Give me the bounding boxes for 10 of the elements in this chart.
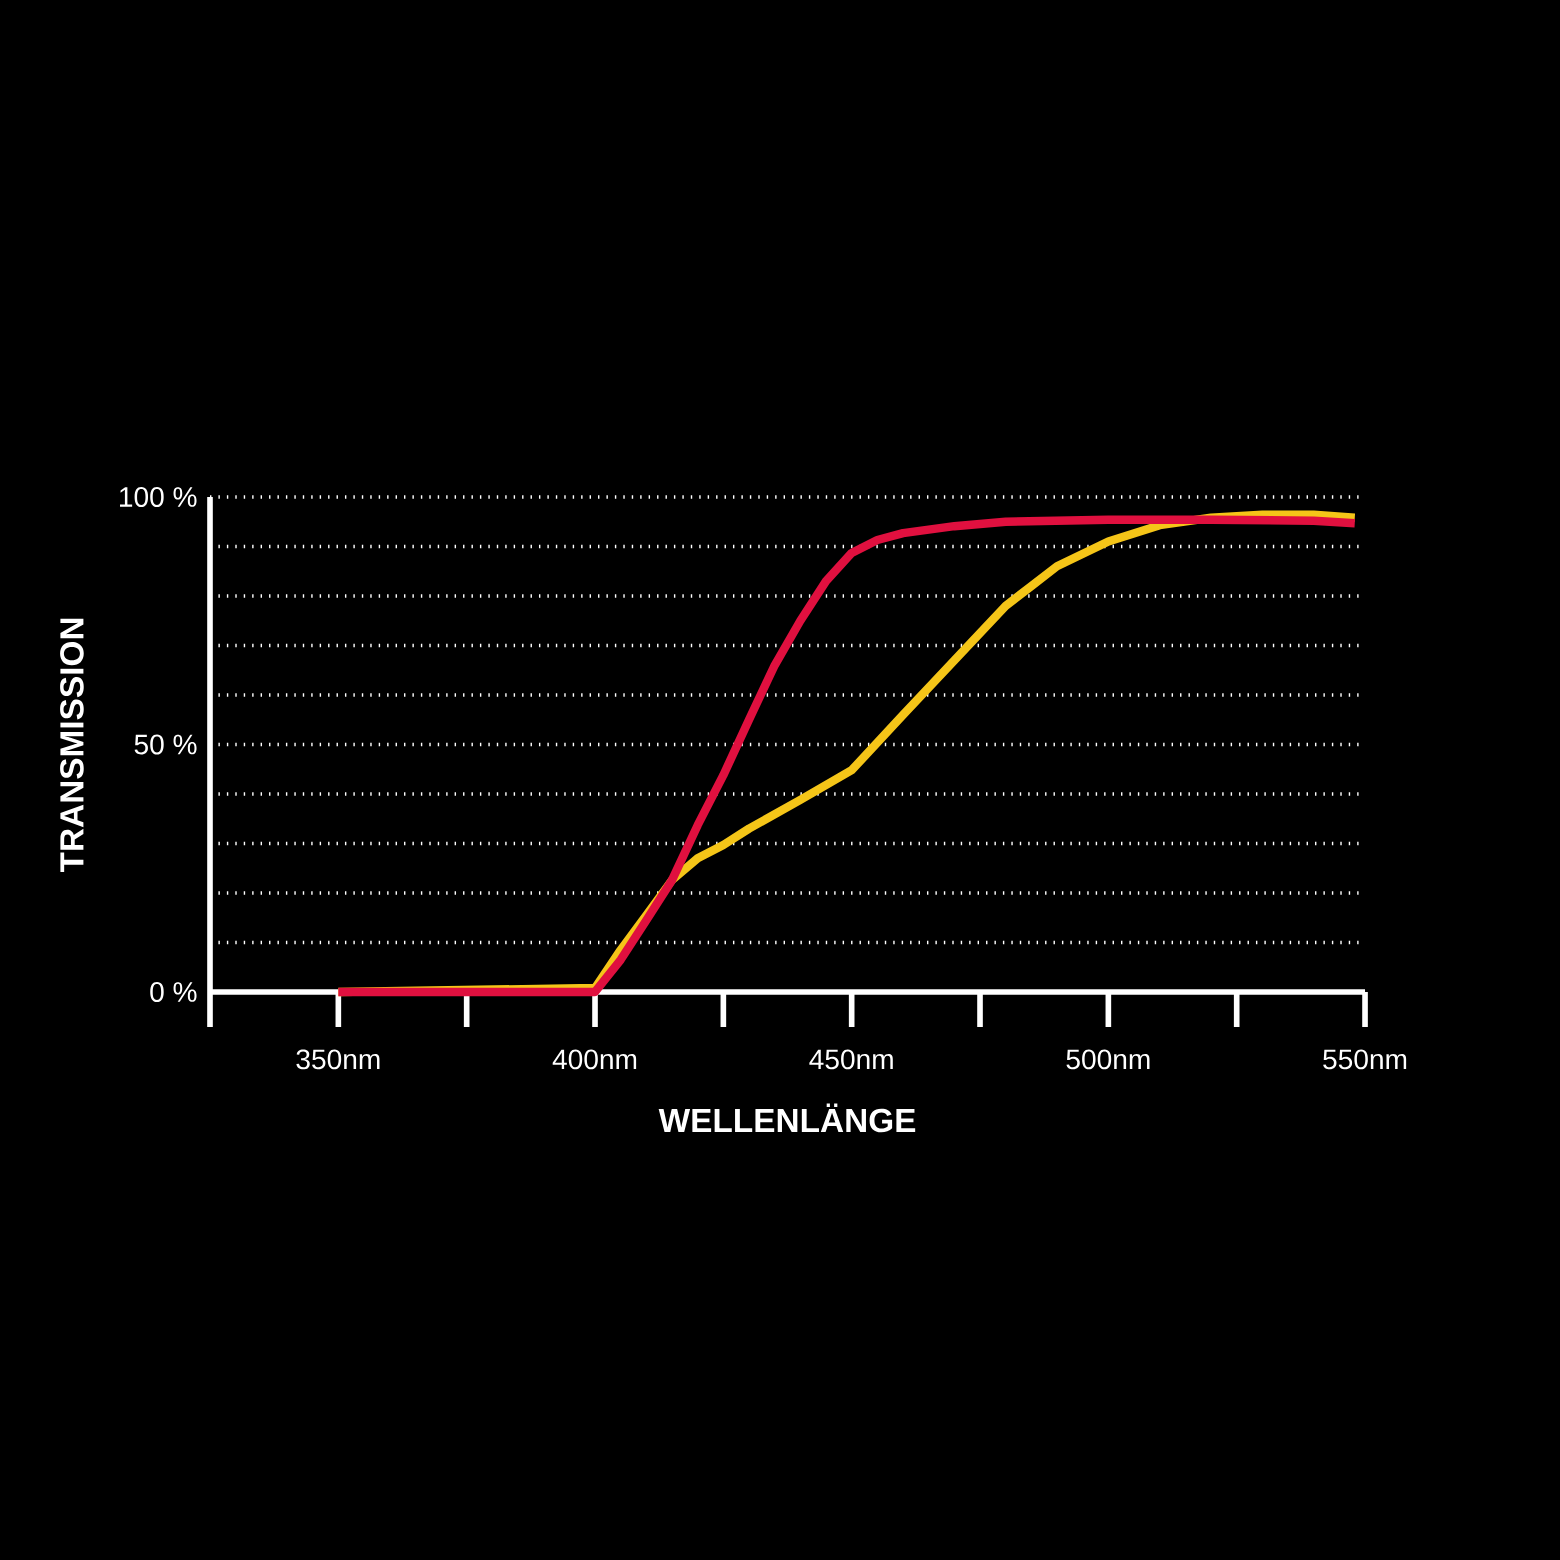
y-tick-label: 50 % [134,734,197,755]
x-tick-label: 350nm [296,1049,380,1070]
y-tick-label: 100 % [120,487,197,507]
x-tick-label: 500nm [1066,1049,1150,1070]
y-axis-title: TRANSMISSION [60,618,84,873]
x-tick-label: 400nm [552,1049,637,1070]
x-tick-label: 450nm [809,1049,893,1070]
y-tick-label: 0 % [150,982,197,1002]
x-axis-title: WELLENLÄNGE [658,1103,916,1133]
x-tick-label: 550nm [1323,1049,1407,1070]
